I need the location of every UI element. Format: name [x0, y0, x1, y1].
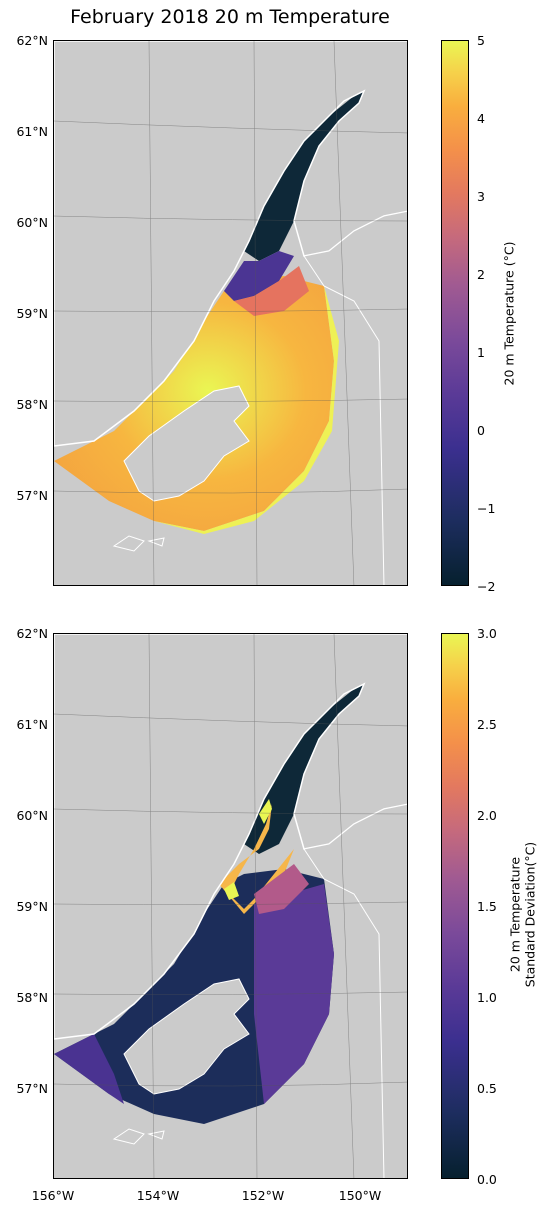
mid-variance — [254, 864, 309, 914]
model-domain-fan — [54, 276, 334, 531]
lat-label-59: 59°N — [16, 899, 48, 914]
purple-left — [54, 1034, 124, 1104]
cbar2-tick: 0.5 — [477, 1081, 497, 1096]
cbar1-tick: 1 — [477, 345, 485, 360]
hot-spots — [224, 799, 272, 900]
temperature-colorbar — [441, 40, 469, 586]
kenai-land — [303, 803, 407, 1178]
cbar2-tick: 1.0 — [477, 990, 497, 1005]
islands — [112, 535, 165, 552]
cbar1-tick: −1 — [477, 501, 496, 516]
lat-label-59: 59°N — [16, 306, 48, 321]
cold-inlet — [244, 91, 364, 261]
graticule — [54, 634, 407, 1178]
figure-title: February 2018 20 m Temperature — [70, 6, 390, 28]
cold-inlet — [244, 684, 364, 854]
lat-label-62: 62°N — [16, 626, 48, 641]
lat-label-61: 61°N — [16, 124, 48, 139]
cbar1-tick: 0 — [477, 423, 485, 438]
temperature-map — [54, 41, 407, 585]
cbar1-tick: 2 — [477, 267, 485, 282]
cbar2-tick: 3.0 — [477, 626, 497, 641]
lat-label-60: 60°N — [16, 808, 48, 823]
lat-label-61: 61°N — [16, 717, 48, 732]
cbar2-tick: 2.5 — [477, 717, 497, 732]
std-colorbar — [441, 633, 469, 1179]
cbar1-tick: −2 — [477, 579, 496, 594]
kenai-land — [303, 210, 407, 585]
cbar1-label: 20 m Temperature (°C) — [501, 241, 517, 386]
temperature-map-panel — [53, 40, 408, 586]
lon-label-152: 152°W — [241, 1188, 285, 1203]
inlet-transition — [224, 251, 294, 301]
cbar1-tick: 4 — [477, 111, 485, 126]
lat-label-62: 62°N — [16, 33, 48, 48]
lat-label-58: 58°N — [16, 397, 48, 412]
kodiak-island — [123, 385, 250, 502]
inlet-warm — [234, 266, 309, 316]
cbar1-tick: 3 — [477, 189, 485, 204]
lat-label-58: 58°N — [16, 990, 48, 1005]
std-map — [54, 634, 407, 1178]
lon-label-150: 150°W — [338, 1188, 382, 1203]
lat-label-57: 57°N — [16, 1081, 48, 1096]
kodiak-island — [123, 978, 250, 1095]
graticule — [54, 41, 407, 585]
lon-label-154: 154°W — [136, 1188, 180, 1203]
std-map-panel — [53, 633, 408, 1179]
lat-label-57: 57°N — [16, 488, 48, 503]
cbar2-tick: 2.0 — [477, 808, 497, 823]
islands — [112, 1128, 165, 1145]
cbar2-tick: 1.5 — [477, 899, 497, 914]
lat-label-60: 60°N — [16, 215, 48, 230]
cbar2-label-line1: 20 m Temperature — [507, 856, 523, 973]
cbar1-tick: 5 — [477, 33, 485, 48]
cbar2-tick: 0.0 — [477, 1172, 497, 1187]
cbar2-label-line2: Standard Deviation(°C) — [522, 841, 538, 988]
lon-label-156: 156°W — [31, 1188, 75, 1203]
